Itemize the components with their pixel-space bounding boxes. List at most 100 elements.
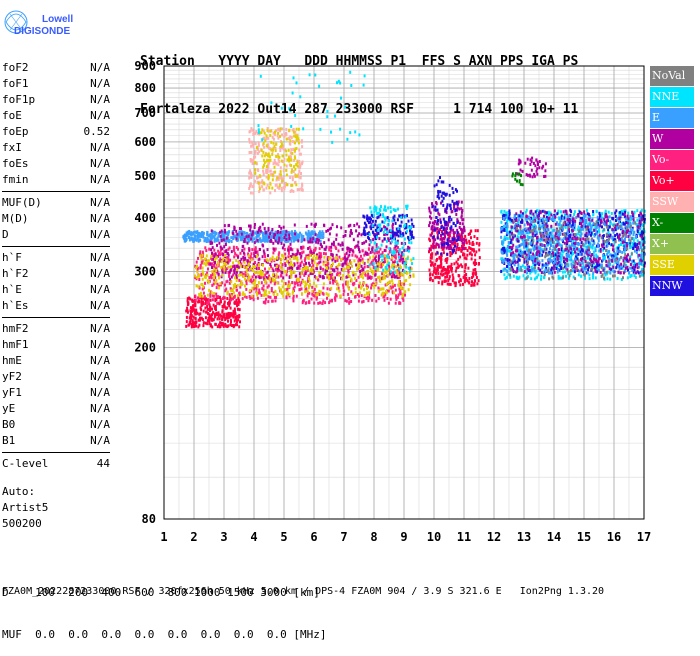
- echo-point: [285, 270, 287, 273]
- echo-point: [379, 276, 381, 279]
- echo-point: [470, 251, 472, 254]
- echo-point: [280, 258, 282, 261]
- echo-point: [204, 282, 206, 285]
- echo-point: [202, 236, 204, 239]
- echo-point: [475, 250, 477, 253]
- echo-point: [558, 277, 560, 280]
- echo-point: [319, 271, 321, 274]
- echo-point: [432, 279, 434, 282]
- echo-point: [193, 237, 195, 240]
- echo-point: [384, 237, 386, 240]
- echo-point: [219, 282, 221, 285]
- echo-point: [323, 282, 325, 285]
- echo-point: [348, 254, 350, 257]
- echo-point: [203, 292, 205, 295]
- echo-point: [251, 248, 253, 251]
- echo-point: [450, 231, 452, 234]
- echo-point: [395, 296, 397, 299]
- echo-point: [443, 192, 445, 195]
- echo-point: [457, 258, 459, 261]
- echo-point: [234, 271, 236, 274]
- echo-point: [277, 242, 279, 245]
- echo-point: [215, 314, 217, 317]
- echo-point: [296, 253, 298, 256]
- echo-point: [378, 297, 380, 300]
- echo-point: [213, 276, 215, 279]
- echo-point: [259, 276, 261, 279]
- echo-point: [311, 231, 313, 234]
- echo-point: [204, 302, 206, 305]
- echo-point: [376, 251, 378, 254]
- echo-point: [266, 293, 268, 296]
- echo-point: [254, 279, 256, 282]
- echo-point: [281, 279, 283, 282]
- echo-point: [252, 265, 254, 268]
- echo-point: [281, 144, 283, 147]
- echo-point: [448, 277, 450, 280]
- echo-point: [256, 146, 258, 149]
- echo-point: [214, 273, 216, 276]
- echo-point: [401, 221, 403, 224]
- echo-point: [461, 233, 463, 236]
- echo-point: [378, 212, 380, 215]
- echo-point: [513, 275, 515, 278]
- echo-point: [333, 243, 335, 246]
- echo-point: [264, 300, 266, 303]
- echo-point: [187, 324, 189, 327]
- echo-point: [430, 211, 432, 214]
- echo-point: [395, 242, 397, 245]
- echo-point: [360, 275, 362, 278]
- echo-point: [221, 247, 223, 250]
- echo-point: [264, 268, 266, 271]
- echo-point: [468, 240, 470, 243]
- echo-point: [383, 287, 385, 290]
- echo-point: [250, 191, 252, 194]
- echo-point: [317, 302, 319, 305]
- echo-point: [402, 299, 404, 302]
- echo-point: [234, 252, 236, 255]
- echo-point: [638, 271, 640, 274]
- echo-point: [361, 233, 363, 236]
- echo-point: [267, 271, 269, 274]
- echo-point: [509, 212, 511, 215]
- echo-point: [355, 291, 357, 294]
- echo-point: [250, 255, 252, 258]
- echo-point: [344, 268, 346, 271]
- echo-point: [386, 297, 388, 300]
- echo-point: [224, 231, 226, 234]
- echo-point: [357, 241, 359, 244]
- echo-point: [269, 155, 271, 158]
- echo-point: [440, 264, 442, 267]
- echo-point: [280, 291, 282, 294]
- echo-point: [275, 290, 277, 293]
- echo-point: [246, 269, 248, 272]
- echo-point: [193, 316, 195, 319]
- echo-point: [452, 273, 454, 276]
- echo-point: [463, 252, 465, 255]
- echo-point: [350, 229, 352, 232]
- echo-point: [247, 279, 249, 282]
- echo-point: [211, 266, 213, 269]
- echo-point: [248, 248, 250, 251]
- echo-point: [476, 276, 478, 279]
- echo-point: [217, 264, 219, 267]
- echo-point: [258, 267, 260, 270]
- echo-point: [439, 190, 441, 193]
- echo-point: [349, 224, 351, 227]
- echo-point: [271, 228, 273, 231]
- echo-point: [537, 221, 539, 224]
- echo-point: [525, 245, 527, 248]
- echo-point: [202, 251, 204, 254]
- echo-point: [285, 295, 287, 298]
- echo-point: [614, 212, 616, 215]
- echo-point: [302, 301, 304, 304]
- echo-point: [366, 292, 368, 295]
- echo-point: [297, 188, 299, 191]
- echo-point: [204, 307, 206, 310]
- echo-point: [460, 279, 462, 282]
- echo-point: [299, 188, 301, 191]
- echo-point: [352, 271, 354, 274]
- echo-point: [211, 291, 213, 294]
- echo-point: [355, 245, 357, 248]
- echo-point: [269, 278, 271, 281]
